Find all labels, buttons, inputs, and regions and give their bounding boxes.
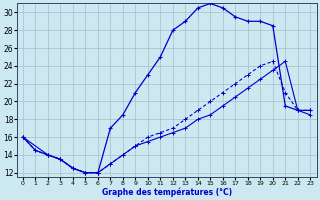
X-axis label: Graphe des températures (°C): Graphe des températures (°C) [101, 187, 232, 197]
